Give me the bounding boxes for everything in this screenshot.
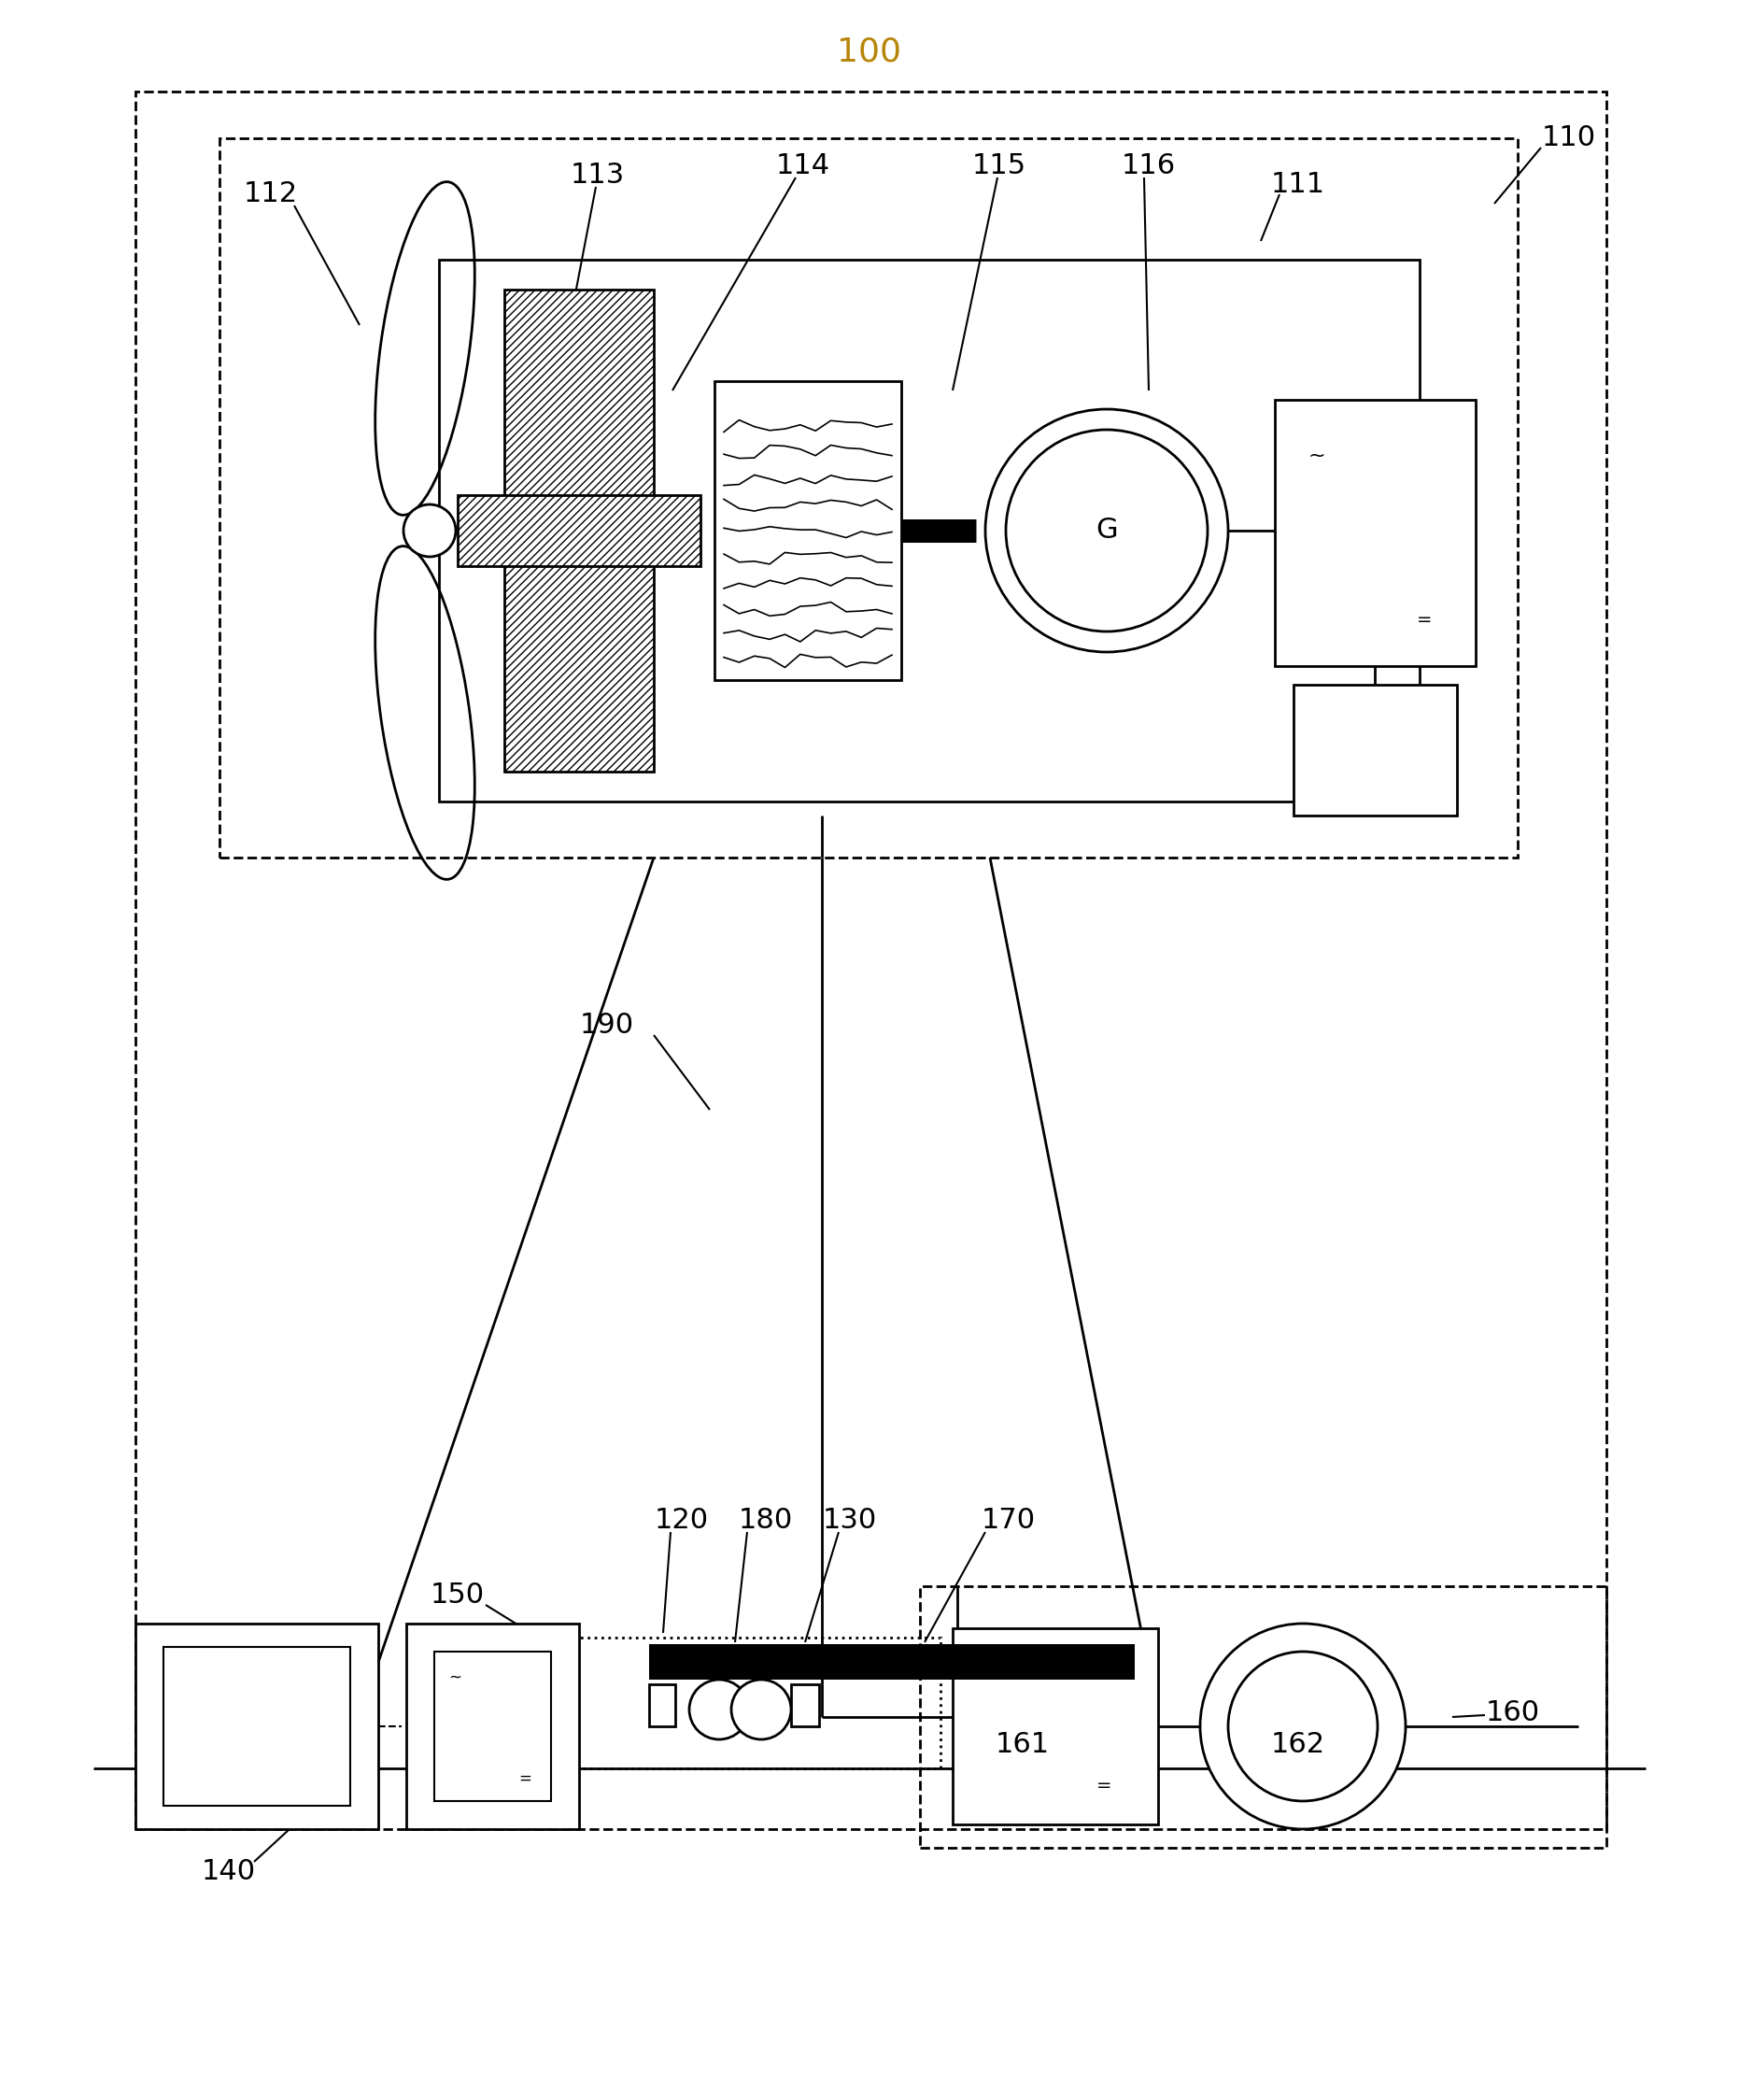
- Text: 170: 170: [981, 1508, 1036, 1535]
- Text: ~: ~: [449, 1670, 461, 1686]
- Bar: [163, 1646, 350, 1806]
- Text: 114: 114: [776, 153, 830, 181]
- Circle shape: [986, 410, 1228, 651]
- Circle shape: [1005, 430, 1207, 632]
- Circle shape: [1200, 1623, 1405, 1829]
- Bar: [504, 290, 654, 504]
- Bar: [920, 1586, 1607, 1848]
- Text: 130: 130: [823, 1508, 876, 1535]
- Bar: [791, 1684, 819, 1726]
- Text: 150: 150: [431, 1581, 485, 1609]
- Text: 111: 111: [1271, 172, 1325, 200]
- Text: ~: ~: [988, 1667, 1002, 1686]
- Bar: [1275, 399, 1476, 666]
- Text: 190: 190: [579, 1012, 635, 1040]
- Circle shape: [732, 1680, 791, 1739]
- Circle shape: [1228, 1651, 1377, 1802]
- Bar: [504, 556, 654, 771]
- Text: 112: 112: [243, 181, 297, 208]
- Text: 110: 110: [1542, 124, 1596, 151]
- Text: 140: 140: [202, 1858, 256, 1884]
- Bar: [219, 139, 1518, 857]
- Text: 120: 120: [654, 1508, 710, 1535]
- Bar: [438, 260, 1419, 802]
- Bar: [136, 1623, 379, 1829]
- Bar: [649, 1644, 1136, 1680]
- Circle shape: [403, 504, 456, 556]
- Text: 115: 115: [972, 153, 1026, 181]
- Text: G: G: [1096, 517, 1118, 544]
- Text: 180: 180: [739, 1508, 793, 1535]
- Text: 160: 160: [1485, 1699, 1541, 1726]
- Text: 161: 161: [995, 1732, 1050, 1758]
- Bar: [1294, 685, 1457, 815]
- Bar: [457, 496, 701, 567]
- Text: 162: 162: [1271, 1732, 1325, 1758]
- Circle shape: [689, 1680, 750, 1739]
- Bar: [649, 1684, 675, 1726]
- Text: =: =: [518, 1770, 532, 1787]
- Bar: [407, 1623, 579, 1829]
- Bar: [435, 1651, 551, 1802]
- Text: =: =: [1417, 611, 1431, 628]
- Bar: [715, 380, 901, 680]
- Bar: [953, 1628, 1158, 1825]
- Bar: [136, 92, 1607, 1829]
- Text: 100: 100: [836, 36, 903, 67]
- Bar: [576, 1638, 941, 1768]
- Text: 116: 116: [1122, 153, 1176, 181]
- Text: ~: ~: [1308, 447, 1325, 466]
- Text: =: =: [1096, 1777, 1111, 1793]
- Text: 113: 113: [570, 162, 624, 189]
